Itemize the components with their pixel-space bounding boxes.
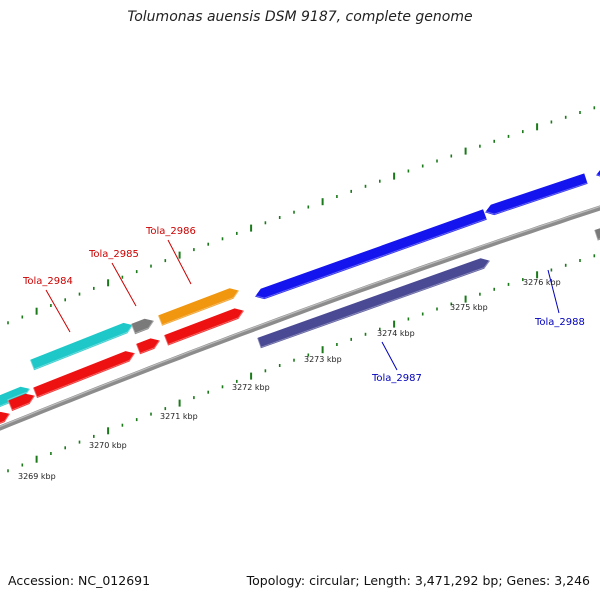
leader-tola-2987 [381,341,398,371]
gene-red-e [163,306,245,346]
gene-label-tola-2985[interactable]: Tola_2985 [88,249,139,260]
gene-red-d-body [136,338,160,355]
gene-gray-tola-2985-body [131,318,154,335]
gene-cyan-left-body [0,386,30,408]
gene-red-d-shine [135,336,161,354]
gene-red-c-shine [32,349,136,398]
gene-cyan-tola-2984-shine [29,321,134,370]
gene-red-d [135,336,161,355]
gene-red-e-body [164,308,244,346]
gene-label-tola-2987[interactable]: Tola_2987 [371,373,422,384]
gene-navy-tola-2987 [256,256,491,349]
gene-red-c-body [33,351,135,398]
gene-cyan-tola-2984-body [30,322,133,371]
backbone-highlight [0,205,600,428]
kbp-label-3270: 3270 kbp [89,441,127,450]
gene-labels: Tola_2984 Tola_2985 Tola_2986 Tola_2987 … [22,226,585,384]
gene-navy-tola-2987-shine [256,256,491,348]
leader-tola-2986 [167,239,192,285]
gene-navy-tola-2987-body [257,258,490,349]
kbp-label-3272: 3272 kbp [232,383,270,392]
gene-red-b-shine [7,392,36,411]
gene-blue-upper-left [254,207,488,300]
accession-info: Accession: NC_012691 [8,573,151,588]
kbp-label-3273: 3273 kbp [304,355,342,364]
gene-red-a-shine [0,410,11,424]
gene-label-tola-2984[interactable]: Tola_2984 [22,276,73,287]
gene-blue-upper-left-body [255,209,487,300]
gene-red-a [0,410,11,424]
gene-orange-tola-2986-body [158,288,239,326]
leader-tola-2988 [547,269,560,314]
genome-backbone [0,205,600,431]
kbp-label-3271: 3271 kbp [160,412,198,421]
gene-blue-upper-right-body [485,173,588,216]
gene-gray-right-edge-body [594,228,600,241]
gene-label-tola-2988[interactable]: Tola_2988 [534,317,585,328]
kbp-label-3269: 3269 kbp [18,472,56,481]
gene-label-tola-2986[interactable]: Tola_2986 [145,226,196,237]
gene-gray-tola-2985-shine [130,317,155,334]
topology-info: Topology: circular; Length: 3,471,292 bp… [246,573,590,588]
gene-red-b-body [7,393,36,411]
gene-orange-tola-2986 [157,286,240,326]
gene-red-e-shine [163,306,245,346]
outer-tick-track [7,106,596,325]
label-leader-lines [45,239,560,371]
leader-tola-2985 [111,262,137,307]
gene-blue-upper-right [484,171,589,216]
gene-features [0,168,600,424]
gene-red-c [32,349,136,398]
gene-blue-upper-right-shine [484,171,589,215]
gene-red-b [7,392,36,411]
gene-gray-right-edge [593,226,600,241]
gene-gray-right-edge-shine [593,226,600,241]
backbone-line [0,205,600,431]
inner-tick-track [7,254,596,473]
kbp-label-3274: 3274 kbp [377,329,415,338]
gene-blue-right-edge [595,168,600,177]
kbp-label-3275: 3275 kbp [450,303,488,312]
gene-red-a-body [0,411,10,424]
kbp-label-3276: 3276 kbp [523,278,561,287]
leader-tola-2984 [45,289,71,333]
gene-blue-upper-left-shine [254,207,488,299]
gene-cyan-tola-2984 [29,321,134,371]
map-title: Tolumonas auensis DSM 9187, complete gen… [127,9,473,25]
gene-blue-right-edge-body [596,170,600,177]
gene-gray-tola-2985 [130,317,155,335]
gene-orange-tola-2986-shine [157,286,240,326]
kbp-scale-labels: 3269 kbp 3270 kbp 3271 kbp 3272 kbp 3273… [18,278,561,481]
